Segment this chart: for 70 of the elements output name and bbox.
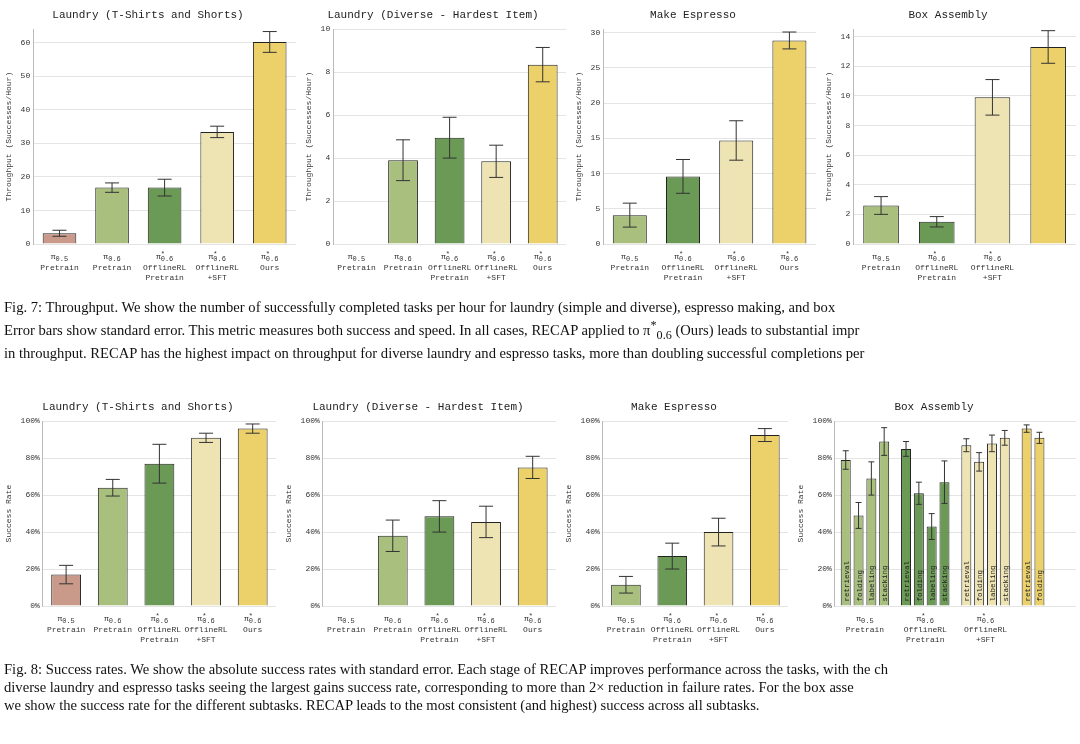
y-tick-label: 0%: [310, 601, 320, 611]
y-tick-label: 0%: [822, 601, 832, 611]
y-tick-label: 5: [595, 203, 601, 213]
y-tick-label: 8: [325, 67, 331, 77]
y-tick-label: 15: [590, 133, 601, 143]
y-tick-label: 100%: [580, 416, 600, 426]
y-tick-label: 40: [20, 104, 31, 114]
y-axis-title: Success Rate: [3, 484, 13, 543]
y-tick-label: 100%: [812, 416, 832, 426]
y-tick-label: 80%: [305, 453, 320, 463]
y-axis-title: Success Rate: [563, 484, 573, 543]
y-tick-label: 20: [20, 172, 31, 181]
y-tick-label: 14: [840, 31, 851, 41]
y-tick-label: 2: [845, 209, 851, 219]
y-tick-label: 0: [325, 239, 331, 249]
chart-title: Laundry (T-Shirts and Shorts): [52, 8, 244, 21]
y-tick-label: 40%: [25, 527, 40, 537]
chart-title: Laundry (T-Shirts and Shorts): [42, 400, 234, 413]
y-tick-label: 60%: [25, 490, 40, 500]
y-tick-label: 80%: [25, 453, 40, 463]
y-tick-label: 4: [325, 153, 331, 163]
y-tick-label: 60%: [817, 490, 832, 500]
y-tick-label: 40%: [585, 527, 600, 537]
y-tick-label: 0: [25, 239, 31, 249]
y-tick-label: 30: [590, 27, 601, 37]
y-axis-title: Throughput (Successes/Hour): [823, 71, 833, 202]
caption: Fig. 7: Throughput. We show the number of successfully completed tasks per hour for laundry (simple and diverse), espresso making, and box Error bars show standard error. This metric measures both success and speed. In all cases, RECAP applied to π$^{*}$$_{0.6}$ (Ours) leads to substantial impr in throughput. RECAP has the highest impact on throughput for diverse laundry and espresso tasks, more than doubling successful completions per: [4, 298, 866, 362]
y-tick-label: 10: [20, 205, 31, 215]
y-tick-label: 4: [845, 179, 851, 189]
y-tick-label: 100%: [20, 416, 40, 426]
y-axis-title: Success Rate: [795, 484, 805, 543]
y-tick-label: 0: [845, 239, 851, 249]
chart-title: Laundry (Diverse - Hardest Item): [312, 400, 524, 413]
y-tick-label: 20%: [305, 564, 320, 574]
y-tick-label: 0%: [590, 601, 600, 611]
y-axis-title: Throughput (Successes/Hour): [303, 71, 313, 202]
y-tick-label: 12: [840, 61, 851, 71]
y-tick-label: 20%: [817, 564, 832, 574]
chart-title: Make Espresso: [631, 400, 717, 413]
chart-title: Laundry (Diverse - Hardest Item): [327, 8, 539, 21]
y-tick-label: 0: [595, 239, 601, 249]
chart-title: Make Espresso: [650, 8, 736, 21]
y-tick-label: 30: [20, 138, 31, 148]
y-tick-label: 25: [590, 63, 601, 73]
y-tick-label: 40%: [817, 527, 832, 537]
y-tick-label: 2: [325, 196, 331, 206]
y-axis-title: Throughput (Successes/Hour): [573, 71, 583, 202]
y-tick-label: 6: [845, 150, 851, 160]
y-axis-title: Throughput (Successes/Hour): [3, 71, 13, 202]
y-tick-label: 50: [20, 71, 31, 81]
y-tick-label: 8: [845, 120, 851, 130]
y-tick-label: 20%: [585, 564, 600, 574]
chart-title: Box Assembly: [908, 8, 988, 21]
y-tick-label: 20%: [25, 564, 40, 574]
y-tick-label: 60%: [585, 490, 600, 500]
y-tick-label: 6: [325, 110, 331, 120]
y-tick-label: 40%: [305, 527, 320, 537]
y-tick-label: 0%: [30, 601, 40, 611]
y-tick-label: 10: [320, 24, 331, 34]
y-tick-label: 80%: [817, 453, 832, 463]
y-tick-label: 60%: [305, 490, 320, 500]
y-tick-label: 20: [590, 98, 601, 108]
y-tick-label: 10: [840, 90, 851, 100]
y-tick-label: 100%: [300, 416, 320, 426]
y-axis-title: Success Rate: [283, 484, 293, 543]
caption: Fig. 8: Success rates. We show the absolute success rates with standard error. Each stage of RECAP improves performance across the tasks, with the ch diverse laundry and espresso tasks seeing the largest gains success rate, corresponding to more than 2× reduction in failure rates. For the box asse we show the success rate for the different subtasks. RECAP leads to the most consistent (and highest) success across all subtasks.: [4, 660, 889, 714]
chart-title: Box Assembly: [894, 400, 974, 413]
y-tick-label: 10: [590, 168, 601, 178]
y-tick-label: 60: [20, 37, 31, 47]
y-tick-label: 80%: [585, 453, 600, 463]
